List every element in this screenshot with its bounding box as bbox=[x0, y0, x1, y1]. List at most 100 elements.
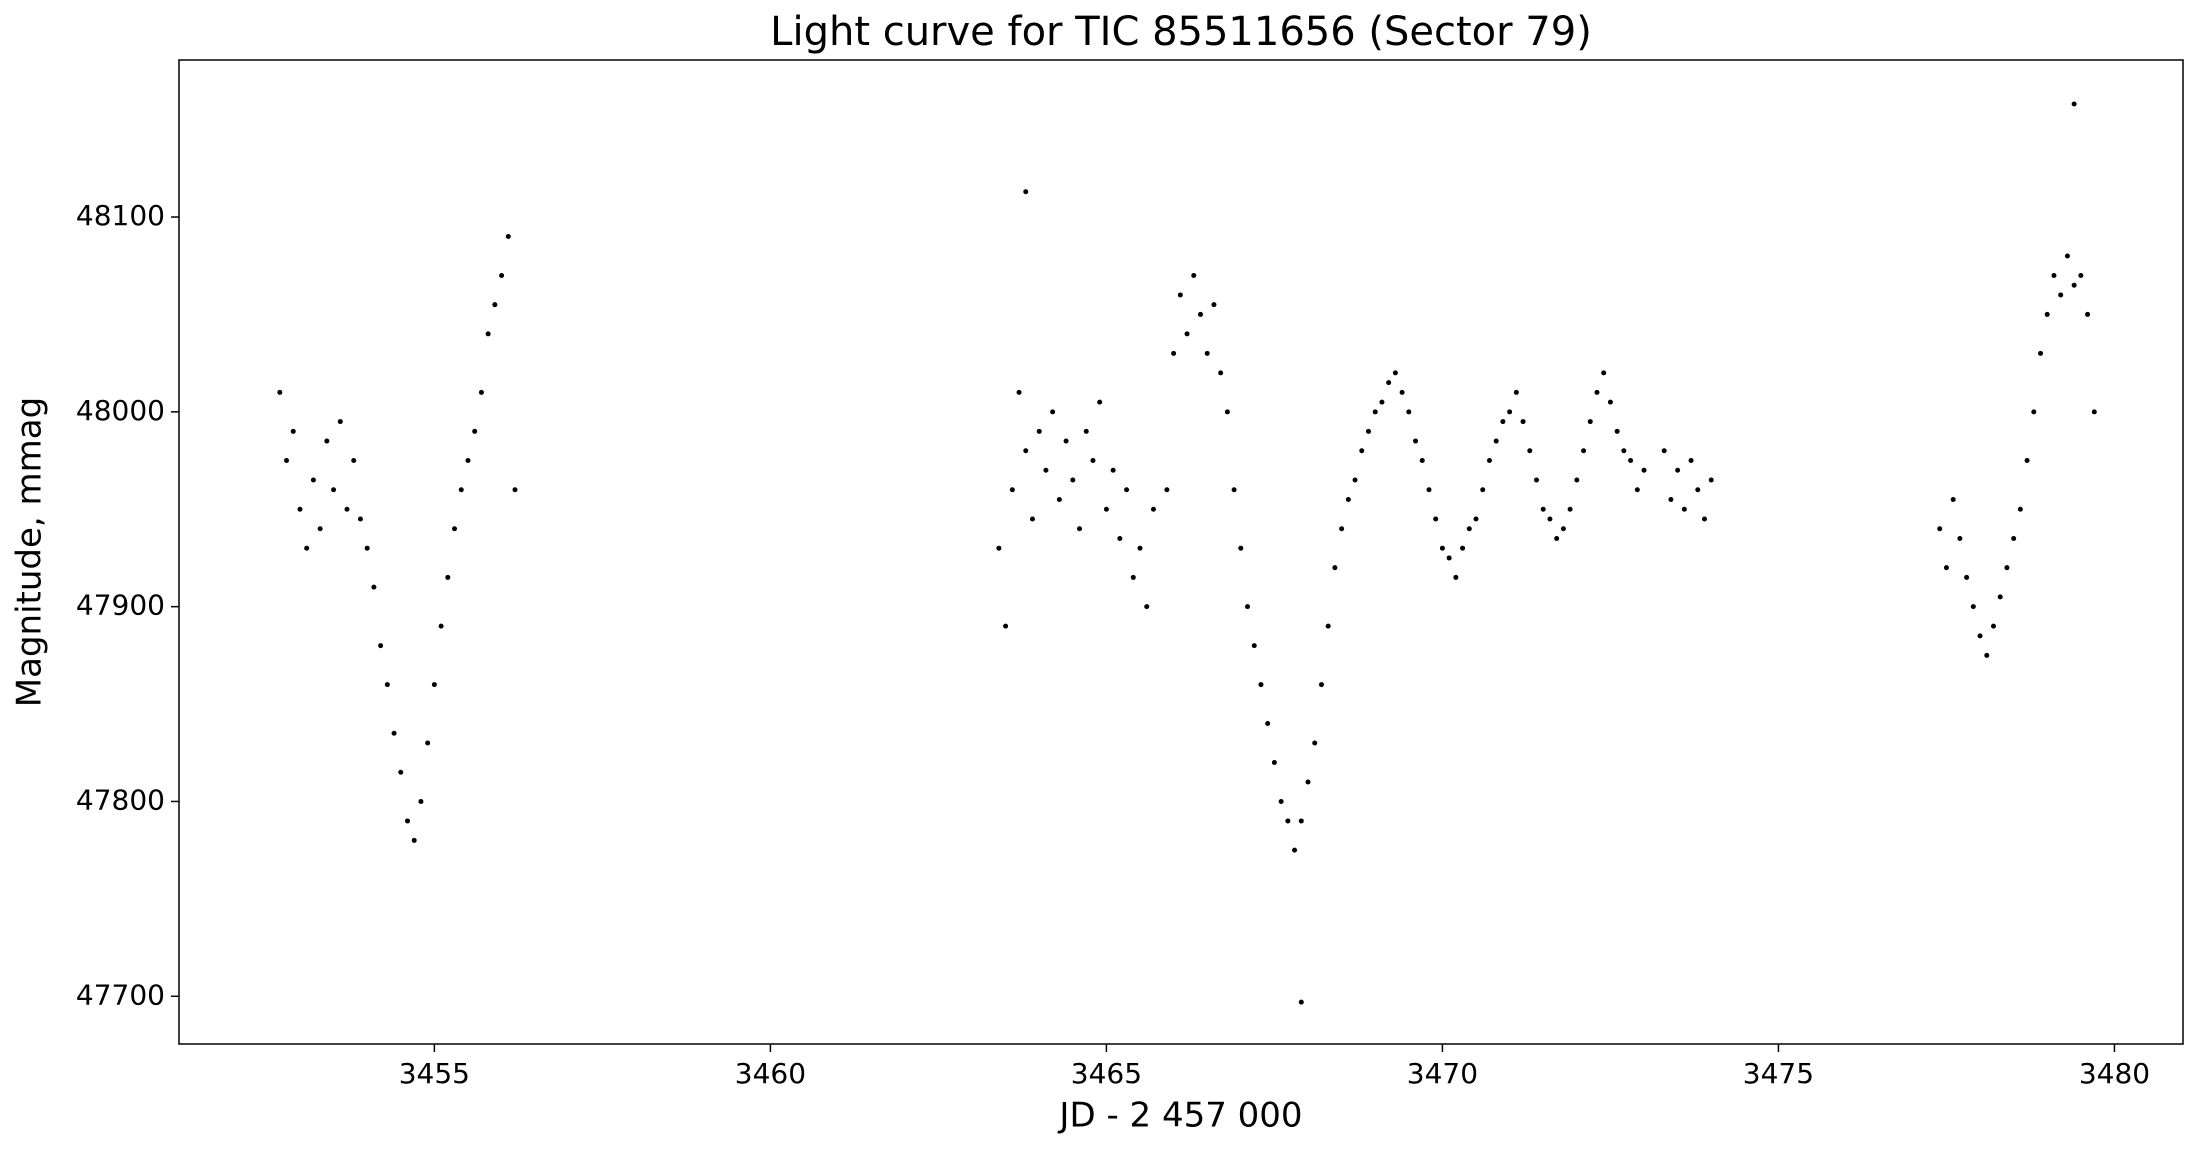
data-point bbox=[398, 769, 404, 775]
data-point bbox=[1634, 487, 1640, 493]
data-point bbox=[1171, 350, 1177, 356]
data-point bbox=[1587, 419, 1593, 425]
data-point bbox=[1298, 999, 1304, 1005]
data-point bbox=[1574, 477, 1580, 483]
data-point bbox=[1957, 535, 1963, 541]
data-point bbox=[1453, 574, 1459, 580]
data-point bbox=[1312, 740, 1318, 746]
data-point bbox=[1305, 779, 1311, 785]
data-point bbox=[1493, 438, 1499, 444]
data-point bbox=[1439, 545, 1445, 551]
data-point bbox=[1083, 428, 1089, 434]
data-point bbox=[1507, 409, 1513, 415]
y-tick-label: 48100 bbox=[76, 199, 165, 232]
data-point bbox=[1399, 389, 1405, 395]
x-tick-label: 3465 bbox=[1071, 1057, 1142, 1090]
data-point bbox=[1984, 652, 1990, 658]
data-point bbox=[1413, 438, 1419, 444]
x-tick-label: 3480 bbox=[2079, 1057, 2150, 1090]
data-point bbox=[1023, 448, 1029, 454]
data-point bbox=[1345, 496, 1351, 502]
data-point bbox=[1144, 604, 1150, 610]
data-point bbox=[1426, 487, 1432, 493]
data-point bbox=[1688, 458, 1694, 464]
data-point bbox=[1197, 311, 1203, 317]
data-point bbox=[411, 837, 417, 843]
data-point bbox=[1218, 370, 1224, 376]
data-point bbox=[1970, 604, 1976, 610]
x-tick-label: 3455 bbox=[399, 1057, 470, 1090]
data-point bbox=[478, 389, 484, 395]
y-axis-label: Magnitude, mmag bbox=[10, 397, 50, 707]
data-point bbox=[1392, 370, 1398, 376]
data-point bbox=[1661, 448, 1667, 454]
data-point bbox=[1560, 526, 1566, 532]
y-tick-label: 47900 bbox=[76, 589, 165, 622]
data-point bbox=[1036, 428, 1042, 434]
data-point bbox=[1943, 565, 1949, 571]
data-point bbox=[2044, 311, 2050, 317]
data-point bbox=[1204, 350, 1210, 356]
data-point bbox=[445, 574, 451, 580]
data-point bbox=[391, 730, 397, 736]
data-point bbox=[1090, 458, 1096, 464]
data-point bbox=[1567, 506, 1573, 512]
data-point bbox=[2011, 535, 2017, 541]
data-point bbox=[1063, 438, 1069, 444]
data-point bbox=[1460, 545, 1466, 551]
data-point bbox=[284, 458, 290, 464]
data-point bbox=[1265, 721, 1271, 727]
data-point bbox=[317, 526, 323, 532]
data-point bbox=[431, 682, 437, 688]
data-point bbox=[1211, 302, 1217, 308]
data-point bbox=[1251, 643, 1257, 649]
data-point bbox=[1016, 389, 1022, 395]
data-point bbox=[304, 545, 310, 551]
data-point bbox=[1332, 565, 1338, 571]
data-point bbox=[277, 389, 283, 395]
data-point bbox=[1056, 496, 1062, 502]
data-point bbox=[1325, 623, 1331, 629]
data-point bbox=[1003, 623, 1009, 629]
y-tick-label: 48000 bbox=[76, 394, 165, 427]
data-point bbox=[1621, 448, 1627, 454]
data-point bbox=[1379, 399, 1385, 405]
data-point bbox=[404, 818, 410, 824]
data-point bbox=[1950, 496, 1956, 502]
data-point bbox=[1695, 487, 1701, 493]
data-point bbox=[297, 506, 303, 512]
data-point bbox=[1271, 759, 1277, 765]
data-point bbox=[1292, 847, 1298, 853]
data-point bbox=[1997, 594, 2003, 600]
data-point bbox=[1547, 516, 1553, 522]
data-point bbox=[425, 740, 431, 746]
data-point bbox=[1527, 448, 1533, 454]
data-point bbox=[1177, 292, 1183, 298]
data-point bbox=[384, 682, 390, 688]
data-point bbox=[1009, 487, 1015, 493]
data-point bbox=[1681, 506, 1687, 512]
data-point bbox=[1077, 526, 1083, 532]
data-point bbox=[1231, 487, 1237, 493]
data-point bbox=[1352, 477, 1358, 483]
x-tick-label: 3475 bbox=[1743, 1057, 1814, 1090]
data-point bbox=[2071, 101, 2077, 107]
data-point bbox=[1594, 389, 1600, 395]
data-point bbox=[1406, 409, 1412, 415]
data-point bbox=[418, 798, 424, 804]
data-point bbox=[1486, 458, 1492, 464]
data-point bbox=[499, 272, 505, 278]
data-point bbox=[458, 487, 464, 493]
data-point bbox=[1029, 516, 1035, 522]
data-point bbox=[452, 526, 458, 532]
data-point bbox=[331, 487, 337, 493]
data-point bbox=[472, 428, 478, 434]
data-point bbox=[1708, 477, 1714, 483]
y-tick-label: 47700 bbox=[76, 978, 165, 1011]
data-point bbox=[2038, 350, 2044, 356]
data-point bbox=[1238, 545, 1244, 551]
data-point bbox=[1191, 272, 1197, 278]
data-point bbox=[1164, 487, 1170, 493]
data-point bbox=[2058, 292, 2064, 298]
data-point bbox=[1614, 428, 1620, 434]
